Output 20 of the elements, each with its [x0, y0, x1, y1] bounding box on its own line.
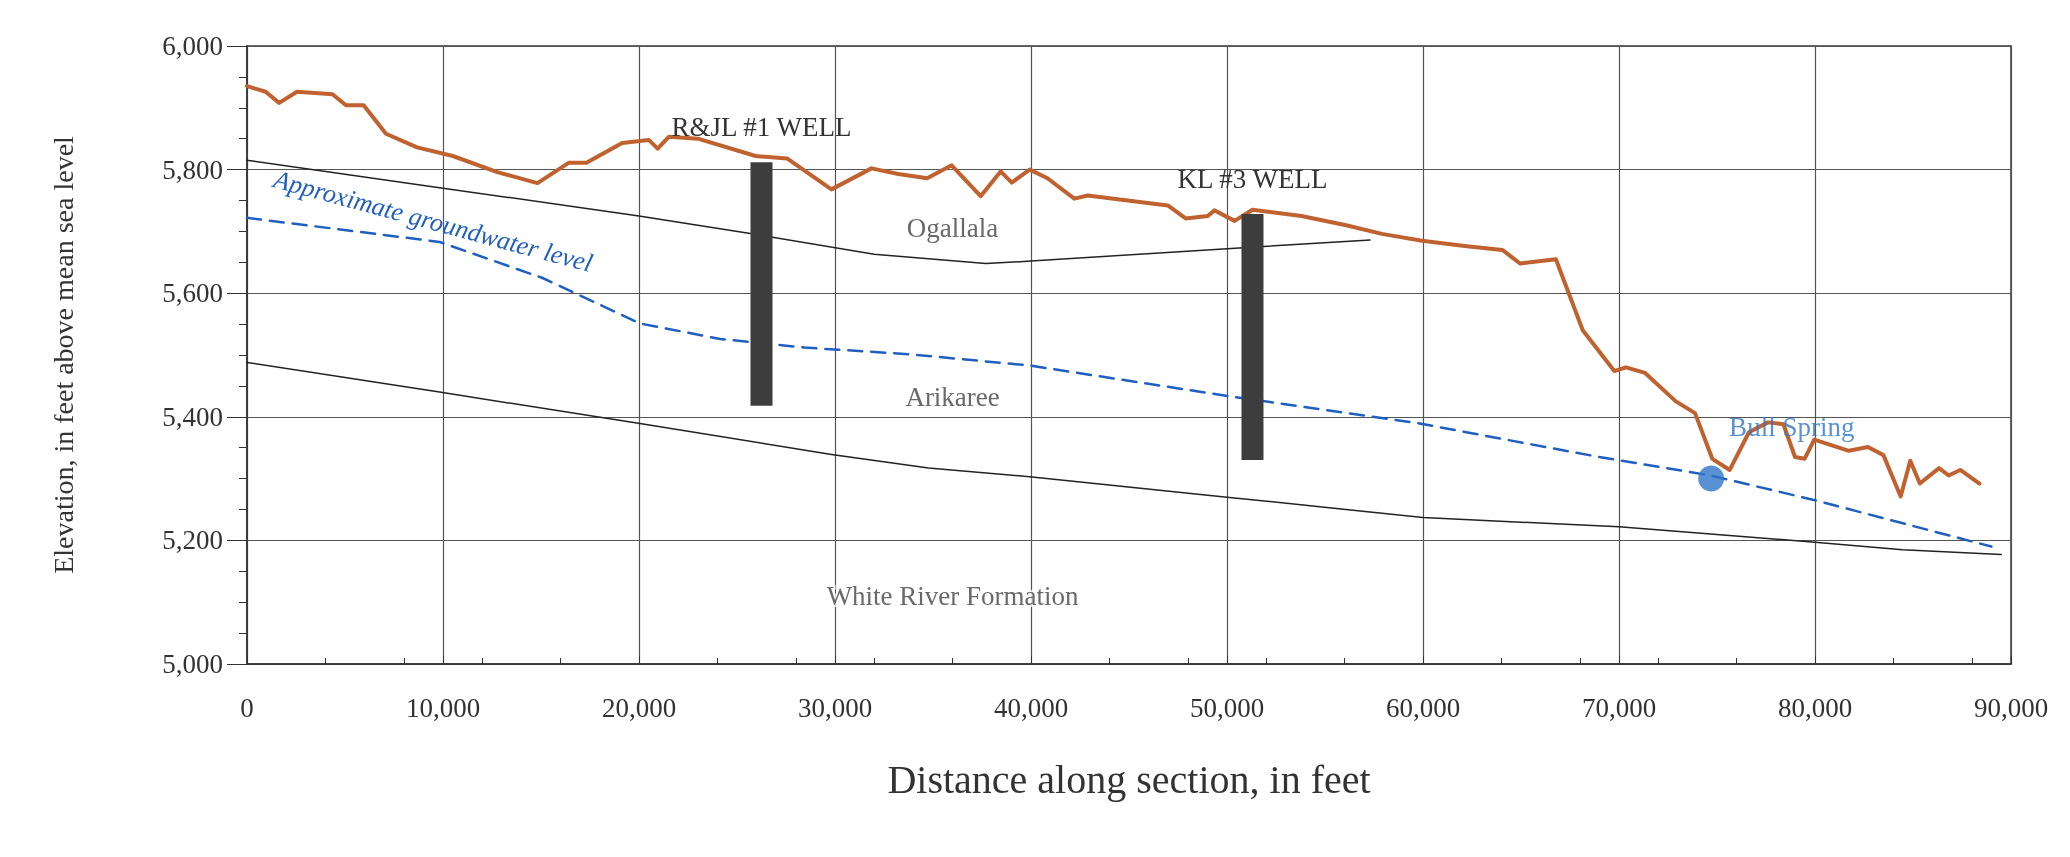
x-tick-label: 60,000	[1385, 692, 1461, 723]
x-tick-label: 80,000	[1777, 692, 1853, 723]
y-tick-label: 6,000	[162, 31, 223, 61]
y-tick-label: 5,000	[162, 649, 223, 679]
y-tick-label: 5,200	[162, 525, 223, 556]
annotation: Arikaree	[905, 381, 1000, 412]
x-tick-label: 90,000	[1973, 692, 2049, 723]
annotation: Ogallala	[906, 212, 999, 243]
x-tick-label: 70,000	[1581, 692, 1657, 723]
x-tick-label: 50,000	[1189, 692, 1265, 723]
y-tick-label: 5,800	[162, 154, 223, 185]
x-axis-title: Distance along section, in feet	[887, 756, 1371, 802]
y-tick-label: 5,400	[162, 401, 223, 432]
x-tick-label: 0	[240, 692, 254, 723]
x-tick-label: 10,000	[405, 692, 481, 723]
y-tick-label: 5,600	[162, 278, 223, 309]
x-tick-label: 20,000	[601, 692, 677, 723]
x-tick-label: 40,000	[993, 692, 1069, 723]
y-axis-title: Elevation, in feet above mean sea level	[47, 135, 79, 574]
x-tick-label: 30,000	[797, 692, 873, 723]
